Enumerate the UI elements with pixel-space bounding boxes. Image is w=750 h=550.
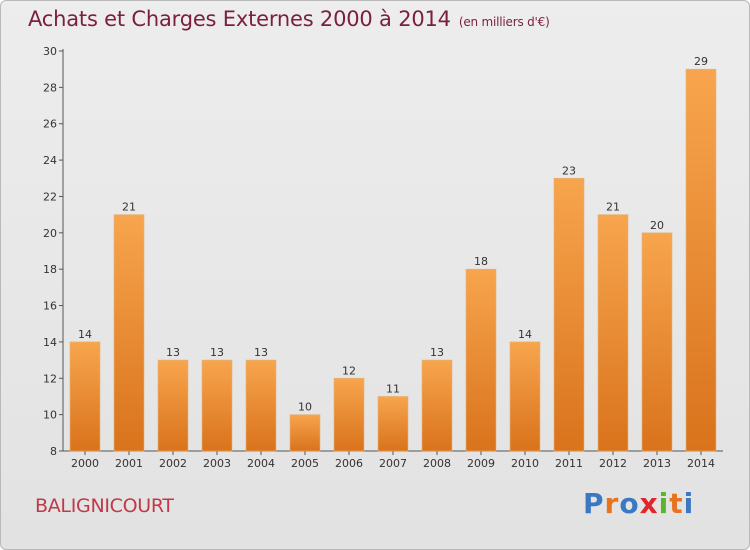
logo-letter: P: [583, 487, 605, 520]
value-label-2003: 13: [210, 346, 224, 359]
value-label-2013: 20: [650, 219, 664, 232]
value-label-2010: 14: [518, 328, 532, 341]
value-label-2006: 12: [342, 364, 356, 377]
value-label-2009: 18: [474, 255, 488, 268]
value-label-2000: 14: [78, 328, 92, 341]
logo-letter: i: [683, 487, 695, 520]
bar-2004: [245, 359, 277, 452]
y-tick-label: 18: [43, 263, 57, 276]
bar-2008: [421, 359, 453, 452]
bar-2002: [157, 359, 189, 452]
x-tick-label-2000: 2000: [71, 457, 99, 470]
bar-2001: [113, 214, 145, 452]
bar-2011: [553, 177, 585, 452]
x-tick-label-2003: 2003: [203, 457, 231, 470]
chart-title-text: Achats et Charges Externes 2000 à 2014: [28, 7, 451, 31]
y-tick-label: 16: [43, 300, 57, 313]
bar-2013: [641, 232, 673, 452]
y-tick-label: 20: [43, 227, 57, 240]
x-tick-label-2005: 2005: [291, 457, 319, 470]
logo-letter: x: [639, 487, 659, 520]
value-label-2001: 21: [122, 201, 136, 214]
value-label-2012: 21: [606, 201, 620, 214]
chart-axes: 8 10 12 14 16 18 20 22 24 26 28 30 2000 2001 2002 2003 2…: [43, 45, 723, 470]
bar-2014: [685, 68, 717, 452]
x-tick-label-2011: 2011: [555, 457, 583, 470]
value-label-2008: 13: [430, 346, 444, 359]
bar-2007: [377, 396, 409, 452]
proxiti-logo[interactable]: Proxiti: [583, 487, 694, 520]
y-tick-label: 8: [50, 445, 57, 458]
bar-2006: [333, 377, 365, 452]
y-tick-label: 22: [43, 190, 57, 203]
logo-letter: t: [669, 487, 684, 520]
y-tick-label: 14: [43, 336, 57, 349]
chart-bars: [69, 68, 717, 452]
x-tick-label-2006: 2006: [335, 457, 363, 470]
place-name: BALIGNICOURT: [35, 495, 174, 517]
logo-letter: r: [604, 487, 620, 520]
x-tick-label-2007: 2007: [379, 457, 407, 470]
y-tick-label: 26: [43, 118, 57, 131]
value-label-2002: 13: [166, 346, 180, 359]
value-label-2007: 11: [386, 382, 400, 395]
x-tick-label-2008: 2008: [423, 457, 451, 470]
bar-2003: [201, 359, 233, 452]
x-tick-label-2004: 2004: [247, 457, 275, 470]
x-tick-label-2009: 2009: [467, 457, 495, 470]
x-tick-label-2010: 2010: [511, 457, 539, 470]
chart-title: Achats et Charges Externes 2000 à 2014 (e…: [28, 7, 550, 31]
y-tick-label: 30: [43, 45, 57, 58]
value-label-2005: 10: [298, 401, 312, 414]
value-label-2004: 13: [254, 346, 268, 359]
x-tick-label-2013: 2013: [643, 457, 671, 470]
value-label-2014: 29: [694, 55, 708, 68]
x-tick-label-2001: 2001: [115, 457, 143, 470]
bar-2000: [69, 341, 101, 452]
y-tick-label: 24: [43, 154, 57, 167]
value-label-2011: 23: [562, 164, 576, 177]
bar-2009: [465, 268, 497, 452]
bar-2010: [509, 341, 541, 452]
x-tick-label-2002: 2002: [159, 457, 187, 470]
chart-unit: (en milliers d'€): [458, 15, 550, 29]
logo-letter: i: [658, 487, 670, 520]
y-tick-label: 12: [43, 372, 57, 385]
y-tick-label: 28: [43, 81, 57, 94]
y-tick-label: 10: [43, 409, 57, 422]
chart-value-labels: 14 21 13 13 13 10 12 11 13 18 14 23 21 20 29: [78, 55, 708, 413]
x-tick-label-2014: 2014: [687, 457, 715, 470]
logo-letter: o: [619, 487, 640, 520]
bar-2012: [597, 214, 629, 452]
x-tick-label-2012: 2012: [599, 457, 627, 470]
bar-2005: [289, 414, 321, 452]
